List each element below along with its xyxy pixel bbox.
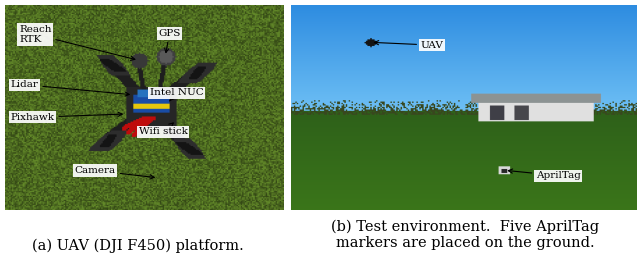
Text: Intel NUC: Intel NUC: [150, 88, 204, 101]
Text: Camera: Camera: [75, 166, 154, 179]
Text: AprilTag: AprilTag: [508, 169, 581, 180]
Text: (b) Test environment.  Five AprilTag
markers are placed on the ground.: (b) Test environment. Five AprilTag mark…: [332, 220, 599, 250]
Text: Wifi stick: Wifi stick: [139, 123, 188, 136]
Text: Reach
RTK: Reach RTK: [19, 25, 135, 60]
Text: Lidar: Lidar: [11, 80, 129, 96]
Text: (a) UAV (DJI F450) platform.: (a) UAV (DJI F450) platform.: [32, 239, 243, 253]
Text: UAV: UAV: [374, 41, 444, 49]
Text: Pixhawk: Pixhawk: [11, 112, 122, 122]
Text: GPS: GPS: [158, 29, 180, 52]
